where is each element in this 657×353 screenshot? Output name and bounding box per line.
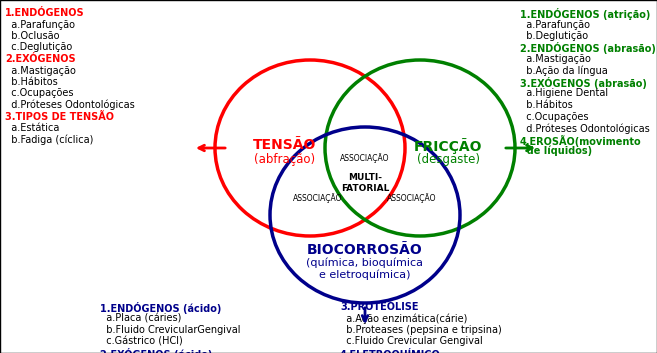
- Text: a.Parafunção: a.Parafunção: [520, 19, 590, 30]
- Text: BIOCORROSÃO: BIOCORROSÃO: [307, 243, 423, 257]
- Text: ASSOCIAÇÃO: ASSOCIAÇÃO: [293, 193, 343, 203]
- Text: 4.ELETROQUÍMICO: 4.ELETROQUÍMICO: [340, 348, 441, 353]
- Text: 2.ENDÓGENOS (abrasão): 2.ENDÓGENOS (abrasão): [520, 42, 656, 54]
- Text: b.Ação da língua: b.Ação da língua: [520, 66, 608, 76]
- Text: 4.EROSÃO(movimento: 4.EROSÃO(movimento: [520, 134, 642, 146]
- Text: 1.ENDÓGENOS: 1.ENDÓGENOS: [5, 8, 85, 18]
- Text: 3.EXÓGENOS (abrasão): 3.EXÓGENOS (abrasão): [520, 77, 647, 89]
- Text: c.Gástrico (HCl): c.Gástrico (HCl): [100, 336, 183, 347]
- Text: b.Hábitos: b.Hábitos: [5, 77, 58, 87]
- Text: MULTI-
FATORIAL: MULTI- FATORIAL: [341, 173, 389, 193]
- Text: c.Fluido Crevicular Gengival: c.Fluido Crevicular Gengival: [340, 336, 483, 347]
- Text: FRICÇÃO: FRICÇÃO: [414, 138, 482, 154]
- Text: 3.TIPOS DE TENSÃO: 3.TIPOS DE TENSÃO: [5, 112, 114, 121]
- Text: TENSÃO: TENSÃO: [254, 138, 317, 152]
- Text: d.Próteses Odontológicas: d.Próteses Odontológicas: [5, 100, 135, 110]
- Text: 3.PROTEÓLISE: 3.PROTEÓLISE: [340, 302, 419, 312]
- Text: b.Fluido CrevicularGengival: b.Fluido CrevicularGengival: [100, 325, 240, 335]
- Text: c.Ocupações: c.Ocupações: [520, 112, 589, 121]
- Text: (abfração): (abfração): [254, 153, 315, 166]
- Text: (desgaste): (desgaste): [417, 153, 480, 166]
- Text: a.Mastigação: a.Mastigação: [5, 66, 76, 76]
- Text: ASSOCIAÇÃO: ASSOCIAÇÃO: [387, 193, 437, 203]
- Text: a.Estática: a.Estática: [5, 123, 59, 133]
- Text: a.Parafunção: a.Parafunção: [5, 19, 75, 30]
- Text: a.Higiene Dental: a.Higiene Dental: [520, 89, 608, 98]
- Text: a.Ação enzimática(cárie): a.Ação enzimática(cárie): [340, 313, 467, 324]
- Text: b.Proteases (pepsina e tripsina): b.Proteases (pepsina e tripsina): [340, 325, 502, 335]
- Text: a.Mastigação: a.Mastigação: [520, 54, 591, 64]
- Text: 1.ENDÓGENOS (ácido): 1.ENDÓGENOS (ácido): [100, 302, 221, 314]
- Text: a.Placa (cáries): a.Placa (cáries): [100, 313, 181, 323]
- Text: de líquidos): de líquidos): [520, 146, 592, 156]
- Text: b.Oclusão: b.Oclusão: [5, 31, 60, 41]
- Text: 1.ENDÓGENOS (atrição): 1.ENDÓGENOS (atrição): [520, 8, 650, 20]
- Text: 2.EXÓGENOS (ácido): 2.EXÓGENOS (ácido): [100, 348, 212, 353]
- Text: (química, bioquímica: (química, bioquímica: [307, 257, 424, 268]
- Text: c.Deglutição: c.Deglutição: [5, 42, 72, 53]
- Text: c.Ocupações: c.Ocupações: [5, 89, 74, 98]
- Text: d.Próteses Odontológicas: d.Próteses Odontológicas: [520, 123, 650, 133]
- Text: e eletroquímica): e eletroquímica): [319, 270, 411, 281]
- Text: b.Hábitos: b.Hábitos: [520, 100, 573, 110]
- Text: 2.EXÓGENOS: 2.EXÓGENOS: [5, 54, 76, 64]
- Text: b.Fadiga (cíclica): b.Fadiga (cíclica): [5, 134, 93, 145]
- Text: ASSOCIAÇÃO: ASSOCIAÇÃO: [340, 153, 390, 163]
- Text: b.Deglutição: b.Deglutição: [520, 31, 588, 41]
